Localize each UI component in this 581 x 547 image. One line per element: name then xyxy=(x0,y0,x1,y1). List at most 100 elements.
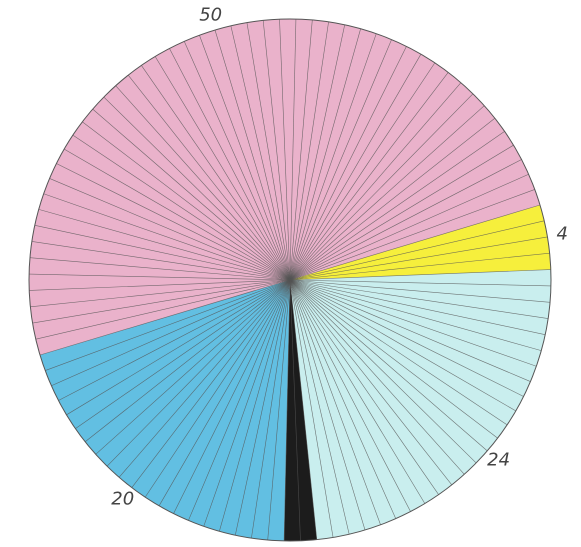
pie-slice xyxy=(40,280,290,541)
pie-slice xyxy=(284,280,317,541)
ray xyxy=(115,85,291,281)
ray xyxy=(92,108,291,281)
ray xyxy=(289,93,474,281)
ray xyxy=(289,279,551,303)
ray xyxy=(289,19,297,281)
slice-label: 4 xyxy=(556,223,567,244)
ray xyxy=(262,20,291,281)
ray xyxy=(64,148,291,281)
ray xyxy=(289,279,508,426)
ray xyxy=(251,279,291,539)
ray xyxy=(131,279,291,488)
ray xyxy=(289,279,531,382)
pie-slice xyxy=(29,19,540,356)
ray xyxy=(203,279,291,527)
ray xyxy=(289,279,498,439)
ray xyxy=(289,279,537,367)
ray xyxy=(289,279,350,535)
ray xyxy=(289,279,381,525)
ray xyxy=(56,163,291,281)
ray xyxy=(29,273,291,281)
ray xyxy=(289,144,514,281)
ray xyxy=(283,279,291,541)
ray xyxy=(246,22,291,281)
ray xyxy=(289,72,449,281)
ray xyxy=(289,21,329,281)
ray xyxy=(66,279,291,416)
ray xyxy=(106,279,291,467)
ray xyxy=(38,209,291,281)
ray xyxy=(199,35,291,281)
ray xyxy=(289,54,422,281)
ray xyxy=(267,279,291,541)
ray xyxy=(118,279,291,478)
ray xyxy=(188,279,291,521)
ray xyxy=(289,279,551,287)
ray xyxy=(289,279,301,541)
ray xyxy=(75,279,291,429)
ray xyxy=(289,159,522,281)
ray xyxy=(289,279,546,336)
ray xyxy=(30,279,291,308)
ray xyxy=(289,46,407,281)
ray xyxy=(289,279,318,540)
ray xyxy=(289,279,516,412)
ray xyxy=(289,173,529,281)
ray xyxy=(31,241,291,281)
ray xyxy=(289,62,436,281)
ray xyxy=(289,19,313,281)
ray xyxy=(289,24,346,281)
ray xyxy=(289,279,542,351)
ray xyxy=(29,257,291,281)
ray xyxy=(35,279,291,340)
ray xyxy=(289,279,439,495)
slice-label: 50 xyxy=(199,5,222,26)
ray xyxy=(289,279,411,512)
pie-slice xyxy=(290,269,551,540)
ray xyxy=(141,65,291,281)
ray xyxy=(58,279,291,401)
ray xyxy=(82,121,291,281)
slice-label: 20 xyxy=(111,489,134,510)
ray xyxy=(279,19,291,281)
ray xyxy=(289,236,548,281)
ray xyxy=(39,279,291,356)
ray xyxy=(289,252,550,281)
ray xyxy=(289,39,392,281)
ray xyxy=(289,279,334,538)
ray xyxy=(289,279,488,452)
ray xyxy=(214,29,291,281)
ray xyxy=(289,279,426,504)
pie-outline xyxy=(28,18,552,542)
ray xyxy=(289,279,465,475)
ray xyxy=(289,279,397,519)
ray xyxy=(32,279,291,324)
ray xyxy=(84,279,291,442)
ray xyxy=(43,193,291,281)
ray xyxy=(289,279,477,464)
ray xyxy=(289,105,485,281)
ray xyxy=(72,134,291,281)
ray xyxy=(289,279,452,486)
ray xyxy=(158,279,291,506)
ray xyxy=(289,204,541,281)
ray xyxy=(34,224,291,281)
pie-slice xyxy=(290,204,551,280)
ray xyxy=(289,279,524,397)
ray xyxy=(169,48,291,281)
ray xyxy=(154,56,291,281)
ray xyxy=(144,279,291,498)
ray xyxy=(128,74,291,281)
ray xyxy=(289,118,496,281)
ray xyxy=(45,279,291,371)
ray xyxy=(230,25,291,281)
ray xyxy=(51,279,291,387)
slice-label: 24 xyxy=(487,450,510,471)
ray xyxy=(183,41,291,281)
ray xyxy=(289,220,545,281)
ray xyxy=(289,131,505,281)
ray xyxy=(289,82,462,281)
ray xyxy=(173,279,291,514)
